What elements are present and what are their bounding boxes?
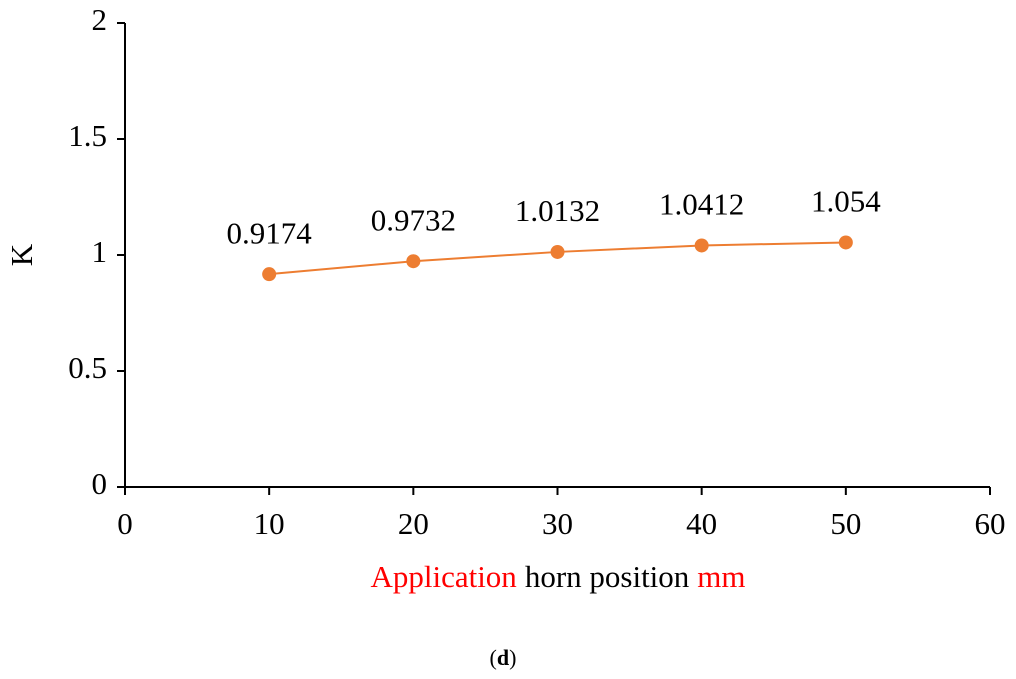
x-axis-label: Application horn position mm [370, 559, 745, 594]
data-label: 1.0412 [659, 187, 744, 222]
y-tick-label: 2 [92, 2, 108, 37]
y-tick-label: 0 [92, 466, 108, 501]
y-axis-label: K [4, 243, 39, 266]
y-tick-label: 0.5 [68, 350, 107, 385]
x-tick-label: 60 [975, 506, 1006, 541]
x-tick-label: 50 [830, 506, 861, 541]
x-tick-label: 40 [686, 506, 717, 541]
marker [406, 254, 421, 269]
marker [550, 244, 565, 259]
caption-part: ) [509, 645, 516, 670]
caption: (d) [490, 645, 517, 670]
x-label-part: mm [697, 559, 745, 594]
x-label-part: Application [370, 559, 517, 594]
y-tick-label: 1 [92, 234, 108, 269]
marker [838, 235, 853, 250]
caption-part: d [497, 645, 509, 670]
data-label: 1.054 [811, 184, 881, 219]
x-tick-label: 10 [254, 506, 285, 541]
x-tick-label: 20 [398, 506, 429, 541]
x-tick-label: 0 [117, 506, 133, 541]
marker [262, 267, 277, 282]
data-label: 0.9732 [371, 202, 456, 237]
caption-part: ( [490, 645, 497, 670]
marker [694, 238, 709, 253]
data-label: 1.0132 [515, 193, 600, 228]
data-label: 0.9174 [227, 215, 313, 250]
x-label-part: horn position [525, 559, 690, 594]
x-tick-label: 30 [542, 506, 573, 541]
y-tick-label: 1.5 [68, 118, 107, 153]
